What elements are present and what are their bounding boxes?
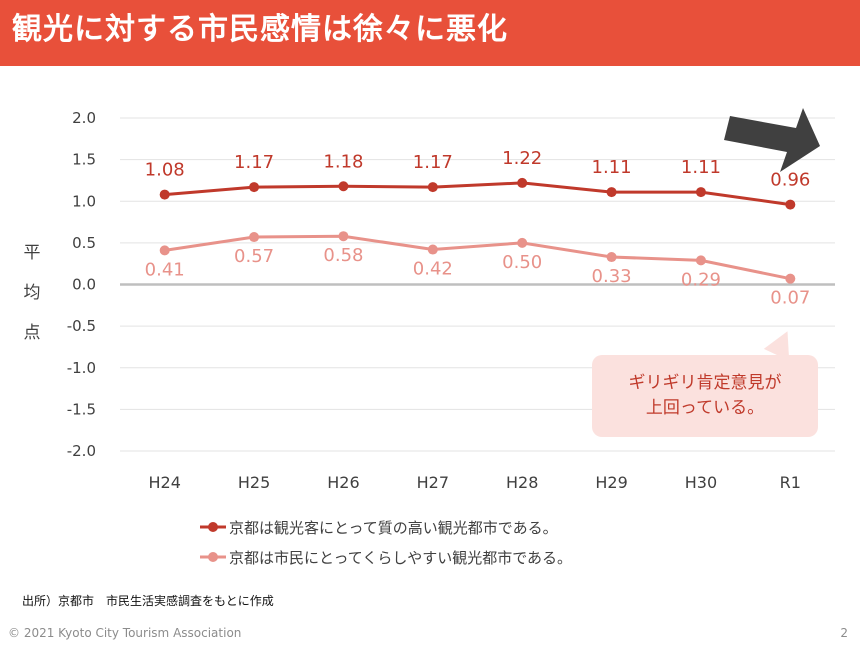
data-point <box>695 255 706 266</box>
data-label: 0.41 <box>145 259 185 280</box>
data-label: 0.29 <box>681 269 721 290</box>
data-label: 0.33 <box>592 266 632 287</box>
data-label: 1.11 <box>592 157 632 178</box>
data-label: 1.18 <box>323 151 363 172</box>
data-point <box>785 199 796 210</box>
data-label: 0.96 <box>770 170 810 191</box>
gridlines <box>120 117 835 452</box>
x-tick-label: R1 <box>780 473 801 492</box>
x-tick-label: H26 <box>327 473 359 492</box>
y-tick-label: 1.5 <box>72 151 96 169</box>
data-point <box>338 181 349 192</box>
page-number: 2 <box>840 626 848 640</box>
y-tick-label: -2.0 <box>67 442 96 460</box>
data-label: 0.42 <box>413 259 453 280</box>
data-point <box>606 252 617 263</box>
x-tick-label: H27 <box>417 473 449 492</box>
data-point <box>249 232 260 243</box>
x-tick-label: H24 <box>148 473 180 492</box>
y-axis-label-char: 均 <box>24 283 41 303</box>
x-tick-label: H29 <box>595 473 627 492</box>
data-point <box>517 237 528 248</box>
data-label: 1.17 <box>234 152 274 173</box>
x-tick-label: H30 <box>685 473 717 492</box>
legend-label: 京都は観光客にとって質の高い観光都市である。 <box>229 519 558 537</box>
y-tick-label: 1.0 <box>72 192 96 210</box>
data-label: 1.22 <box>502 148 542 169</box>
y-axis-label-char: 平 <box>24 243 41 263</box>
data-label: 0.58 <box>323 245 363 266</box>
source-note: 出所）京都市 市民生活実感調査をもとに作成 <box>22 594 274 608</box>
x-tick-label: H25 <box>238 473 270 492</box>
y-axis-label: 平均点 <box>24 243 41 343</box>
data-label: 1.08 <box>145 160 185 181</box>
series-line <box>164 234 791 281</box>
callout-text: ギリギリ肯定意見が 上回っている。 <box>628 373 782 418</box>
y-tick-label: -1.0 <box>67 359 96 377</box>
callout-box: ギリギリ肯定意見が 上回っている。 <box>592 355 818 437</box>
y-tick-label: 0.5 <box>72 234 96 252</box>
legend-marker <box>208 522 218 532</box>
series-lines: 1.08 1.17 1.18 1.17 1.22 1.11 1.11 0.96 0.41 0.57… <box>145 148 811 309</box>
trend-arrow-icon <box>724 108 820 172</box>
data-point <box>427 244 438 255</box>
legend-label: 京都は市民にとってくらしやすい観光都市である。 <box>229 549 572 567</box>
page-title: 観光に対する市民感情は徐々に悪化 <box>12 12 508 47</box>
data-point <box>159 189 170 200</box>
data-point <box>785 273 796 284</box>
y-tick-label: -1.5 <box>67 400 96 418</box>
data-point <box>159 245 170 256</box>
y-axis-ticks: 2.0 1.5 1.0 0.5 0.0 -0.5 -1.0 -1.5 -2.0 <box>67 109 96 460</box>
data-label: 1.17 <box>413 152 453 173</box>
data-point <box>338 231 349 242</box>
data-label: 0.50 <box>502 252 542 273</box>
data-label: 0.07 <box>770 288 810 309</box>
y-tick-label: -0.5 <box>67 317 96 335</box>
data-label: 1.11 <box>681 157 721 178</box>
data-point <box>517 177 528 188</box>
data-point <box>427 182 438 193</box>
copyright: © 2021 Kyoto City Tourism Association <box>8 626 242 640</box>
line-chart: 2.01.51.00.50.0-0.5-1.0-1.5-2.0 平均点 H24 H… <box>24 108 835 567</box>
x-tick-label: H28 <box>506 473 538 492</box>
data-point <box>249 182 260 193</box>
title-bar: 観光に対する市民感情は徐々に悪化 <box>0 0 860 66</box>
y-tick-label: 2.0 <box>72 109 96 127</box>
y-tick-label: 0.0 <box>72 276 96 294</box>
legend-marker <box>208 552 218 562</box>
legend: 京都は観光客にとって質の高い観光都市である。京都は市民にとってくらしやすい観光都… <box>200 519 572 567</box>
series-line <box>164 181 791 207</box>
data-point <box>695 187 706 198</box>
x-axis-ticks: H24 H25 H26 H27 H28 H29 H30 R1 <box>148 473 800 492</box>
y-axis-label-char: 点 <box>24 323 41 343</box>
data-label: 0.57 <box>234 246 274 267</box>
data-point <box>606 187 617 198</box>
